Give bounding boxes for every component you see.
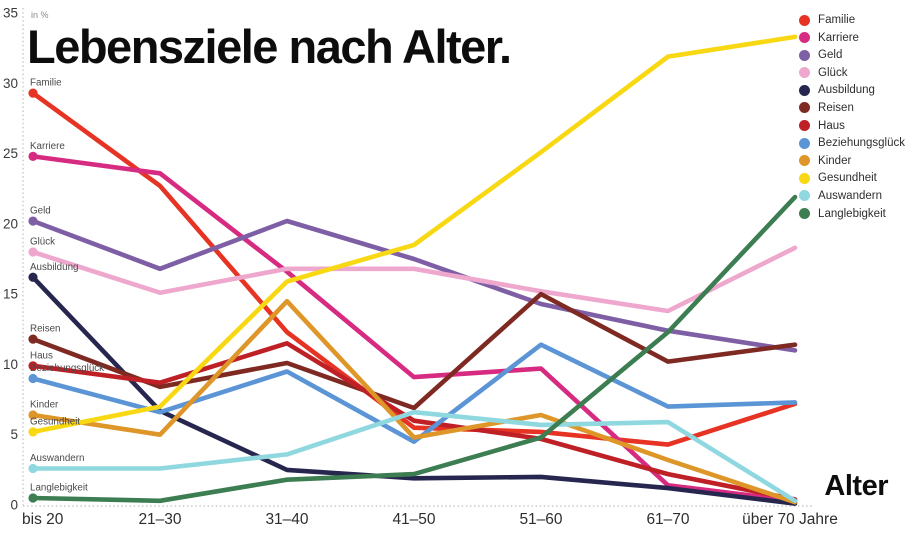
series-line-auswandern [30,409,798,504]
series-start-dot-gluck [28,247,38,257]
legend-item-langlebigkeit: Langlebigkeit [799,208,905,220]
legend-item-gesundheit: Gesundheit [799,172,905,184]
series-label-haus: Haus [30,350,53,361]
legend-item-reisen: Reisen [799,102,905,114]
legend-label-ausbildung: Ausbildung [818,84,875,97]
y-tick-label-20: 20 [3,216,18,231]
series-line-langlebigkeit [30,194,798,504]
series-start-dot-gesundheit [28,427,38,437]
y-axis-unit-label: in % [31,10,49,20]
series-label-gluck: Glück [30,236,55,247]
series-start-dot-geld [28,216,38,226]
y-tick-label-5: 5 [10,427,18,442]
series-label-reisen: Reisen [30,324,61,335]
x-tick-label-21-30: 21–30 [138,511,181,528]
legend-item-familie: Familie [799,14,905,26]
legend-label-familie: Familie [818,14,856,26]
series-start-dot-beziehungsgluck [28,373,38,384]
x-tick-label-uber-70-jahre: über 70 Jahre [742,511,838,528]
legend-dot-kinder [799,155,811,167]
legend-item-beziehungsgluck: Beziehungsglück [799,137,905,149]
legend-label-haus: Haus [818,119,845,132]
series-line-geld [30,218,798,353]
legend-item-karriere: Karriere [799,32,905,44]
y-tick-label-0: 0 [10,498,18,513]
legend-dot-beziehungsgluck [799,137,811,149]
series-label-beziehungsgluck: Beziehungsglück [30,363,104,374]
series-line-familie [30,90,798,447]
series-start-dot-kinder [28,410,38,420]
y-tick-label-15: 15 [3,287,18,302]
series-label-kinder: Kinder [30,400,59,411]
series-line-beziehungsgluck [30,342,798,445]
x-tick-label-51-60: 51–60 [519,511,562,528]
series-label-gesundheit: Gesundheit [30,416,80,427]
legend-label-karriere: Karriere [818,31,859,44]
y-tick-label-10: 10 [3,357,18,372]
y-tick-label-25: 25 [3,146,18,161]
legend-label-gluck: Glück [818,66,848,79]
legend-label-reisen: Reisen [818,101,854,114]
legend-item-auswandern: Auswandern [799,190,905,202]
series-start-dot-ausbildung [28,272,38,282]
legend-item-gluck: Glück [799,67,905,79]
legend-label-geld: Geld [818,49,843,62]
series-label-geld: Geld [30,206,51,217]
legend-label-langlebigkeit: Langlebigkeit [818,207,886,220]
legend-dot-ausbildung [799,84,811,96]
series-line-karriere [30,154,798,504]
series-line-gluck [30,245,798,314]
legend-dot-reisen [799,102,811,114]
x-tick-label-61-70: 61–70 [646,511,689,528]
legend-item-haus: Haus [799,120,905,132]
legend-item-geld: Geld [799,49,905,61]
legend-dot-langlebigkeit [799,208,811,220]
series-start-dot-familie [28,88,38,98]
chart-legend: Familie Karriere Geld Glück Ausbildung Reisen… [799,14,905,220]
legend-dot-gesundheit [799,172,811,184]
series-start-dot-langlebigkeit [28,493,38,503]
x-tick-label-41-50: 41–50 [392,511,435,528]
x-tick-label-31-40: 31–40 [265,511,308,528]
legend-dot-karriere [799,32,811,44]
legend-label-beziehungsgluck: Beziehungsglück [818,137,905,150]
legend-label-gesundheit: Gesundheit [818,172,877,185]
series-label-familie: Familie [30,78,62,89]
series-start-dot-reisen [28,334,38,344]
x-tick-label-bis-20: bis 20 [22,511,64,528]
legend-dot-familie [799,14,811,26]
legend-label-kinder: Kinder [818,154,852,167]
legend-item-kinder: Kinder [799,155,905,167]
series-label-ausbildung: Ausbildung [30,262,78,273]
y-tick-label-30: 30 [3,76,18,91]
series-line-kinder [30,298,798,505]
x-axis-title: Alter [824,470,888,502]
series-label-auswandern: Auswandern [30,453,84,464]
legend-label-auswandern: Auswandern [818,189,882,202]
series-label-langlebigkeit: Langlebigkeit [30,482,88,493]
legend-dot-geld [799,49,811,61]
legend-item-ausbildung: Ausbildung [799,84,905,96]
legend-dot-gluck [799,67,811,79]
series-line-haus [30,340,798,502]
series-line-gesundheit [30,34,798,435]
series-label-karriere: Karriere [30,141,65,152]
series-start-dot-haus [28,361,38,371]
chart-title: Lebensziele nach Alter. [27,20,512,73]
y-tick-label-35: 35 [3,6,18,21]
series-start-dot-auswandern [28,463,38,474]
series-start-dot-karriere [28,151,38,161]
legend-dot-haus [799,120,811,132]
legend-dot-auswandern [799,190,811,202]
series-line-reisen [30,291,798,411]
